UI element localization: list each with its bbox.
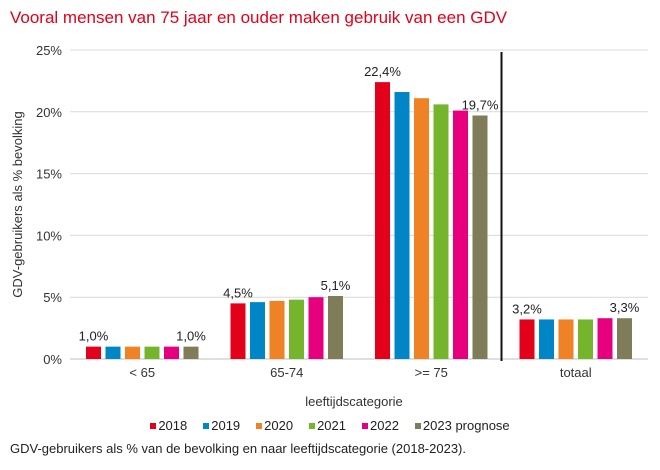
chart-title: Vooral mensen van 75 jaar en ouder maken… xyxy=(10,8,508,27)
legend-swatch xyxy=(309,422,316,429)
bar xyxy=(250,302,265,359)
x-tick-label: >= 75 xyxy=(415,365,448,380)
x-tick-label: < 65 xyxy=(129,365,155,380)
bar xyxy=(125,346,140,359)
legend-swatch xyxy=(256,422,263,429)
legend-item: 2018 xyxy=(150,418,187,433)
bar xyxy=(289,299,304,359)
x-tick-label: 65-74 xyxy=(270,365,303,380)
legend-swatch xyxy=(362,422,368,429)
bar xyxy=(164,346,179,359)
bar xyxy=(86,346,101,359)
y-tick-label: 5% xyxy=(43,290,62,305)
bar xyxy=(105,346,121,359)
legend-item: 2022 xyxy=(362,418,399,433)
bar xyxy=(472,115,488,360)
data-label: 3,3% xyxy=(610,300,640,315)
data-label: 4,5% xyxy=(223,285,253,300)
legend-item: 2023 prognose xyxy=(414,418,510,433)
bar xyxy=(519,319,535,359)
bar xyxy=(375,82,390,360)
legend: 2018 2019 2020 2021 2022 2023 prognose xyxy=(0,418,660,433)
bar xyxy=(539,319,554,359)
chart-caption: GDV-gebruikers als % van de bevolking en… xyxy=(10,441,466,456)
legend-label: 2022 xyxy=(370,418,399,433)
bar xyxy=(183,346,199,359)
y-tick-label: 15% xyxy=(36,167,62,182)
bar xyxy=(144,346,160,359)
bar xyxy=(558,319,574,359)
y-tick-label: 25% xyxy=(36,43,62,58)
legend-label: 2020 xyxy=(264,418,294,433)
legend-swatch xyxy=(203,422,210,429)
bar xyxy=(578,319,593,359)
bar xyxy=(269,300,285,359)
bar xyxy=(453,110,468,360)
data-label: 3,2% xyxy=(512,301,542,316)
data-label: 19,7% xyxy=(462,98,499,113)
data-label: 22,4% xyxy=(364,64,401,79)
bar xyxy=(308,297,324,359)
legend-item: 2020 xyxy=(256,418,293,433)
bar xyxy=(414,98,429,359)
y-tick-label: 10% xyxy=(36,228,62,243)
bar xyxy=(433,104,449,359)
bar xyxy=(328,295,343,359)
bar xyxy=(617,318,632,359)
legend-item: 2021 xyxy=(309,418,346,433)
legend-label: 2021 xyxy=(317,418,346,433)
bar xyxy=(230,303,246,359)
bar xyxy=(597,318,613,359)
legend-label: 2018 xyxy=(158,418,188,433)
x-axis-title: leeftijdscategorie xyxy=(305,394,403,409)
legend-label: 2019 xyxy=(211,418,241,433)
legend-item: 2019 xyxy=(203,418,240,433)
legend-swatch xyxy=(150,422,157,429)
bar xyxy=(394,92,410,360)
x-tick-label: totaal xyxy=(560,365,592,380)
data-label: 1,0% xyxy=(176,329,206,344)
y-tick-label: 0% xyxy=(43,352,62,367)
y-tick-label: 20% xyxy=(36,105,62,120)
legend-swatch xyxy=(414,422,421,429)
legend-label: 2023 prognose xyxy=(422,418,510,433)
data-label: 5,1% xyxy=(321,278,351,293)
y-axis-title: GDV-gebruikers als % bevolking xyxy=(10,111,25,297)
data-label: 1,0% xyxy=(79,329,109,344)
